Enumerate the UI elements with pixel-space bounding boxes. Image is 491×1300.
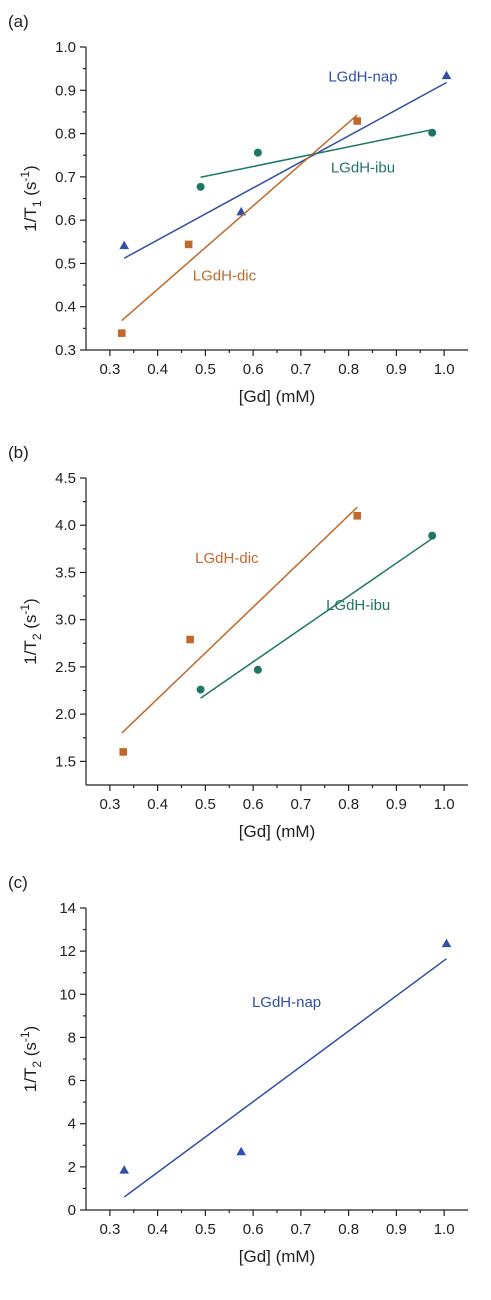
x-tick-label: 0.8 (338, 796, 359, 813)
x-tick-label: 0.3 (99, 796, 120, 813)
series-label: LGdH-nap (252, 994, 321, 1011)
y-tick-label: 0.3 (55, 342, 76, 359)
y-tick-label: 3.0 (55, 612, 76, 629)
y-tick-label: 3.5 (55, 564, 76, 581)
fit-line (121, 506, 358, 734)
x-tick-label: 0.3 (99, 361, 120, 378)
x-tick-label: 0.6 (243, 1221, 264, 1238)
series-label: LGdH-ibu (326, 597, 390, 614)
fit-line (123, 81, 447, 259)
y-tick-label: 12 (59, 943, 76, 960)
data-point-square (119, 748, 128, 756)
series-label: LGdH-nap (328, 69, 397, 86)
data-point-square (118, 329, 126, 337)
series-label: LGdH-dic (193, 268, 257, 285)
y-tick-label: 4 (68, 1116, 76, 1133)
y-tick-label: 0.7 (55, 169, 76, 186)
series-LGdH-dic: LGdH-dic (119, 506, 362, 756)
x-tick-label: 0.4 (147, 796, 168, 813)
fit-line (121, 114, 358, 322)
y-axis-label: 1/T2 (s-1) (18, 1026, 44, 1092)
data-point-triangle (441, 938, 452, 948)
y-tick-label: 0.6 (55, 212, 76, 229)
x-tick-label: 0.9 (386, 361, 407, 378)
x-axis-label: [Gd] (mM) (239, 387, 316, 406)
data-point-triangle (119, 1165, 129, 1174)
y-tick-label: 6 (68, 1073, 76, 1090)
y-tick-label: 1.0 (55, 39, 76, 56)
data-point-circle (253, 665, 262, 674)
series-LGdH-ibu: LGdH-ibu (196, 128, 437, 191)
x-tick-label: 0.4 (147, 1221, 168, 1238)
y-tick-label: 8 (68, 1029, 76, 1046)
series-label: LGdH-ibu (331, 160, 395, 177)
x-tick-label: 0.4 (147, 361, 168, 378)
data-point-triangle (441, 70, 452, 80)
x-tick-label: 0.6 (243, 796, 264, 813)
data-point-square (186, 635, 194, 644)
x-tick-label: 0.5 (195, 796, 216, 813)
y-tick-label: 4.0 (55, 517, 76, 534)
data-point-square (353, 511, 362, 520)
chart-panel-1: (a) 0.3 0.4 0.5 0.6 0.7 0.8 0.9 1.0 0.3 0.4 0.5 0.6 0… (8, 12, 468, 406)
y-tick-label: 0.4 (55, 299, 76, 316)
y-tick-label: 1.5 (55, 753, 76, 770)
y-tick-label: 0.9 (55, 82, 76, 99)
y-axis-label: 1/T2 (s-1) (18, 598, 44, 664)
x-tick-label: 1.0 (434, 1221, 455, 1238)
panel-label: (a) (8, 12, 29, 31)
chart-panel-3: (c) 0.3 0.4 0.5 0.6 0.7 0.8 0.9 1.0 0 2 4 6 8 10 12 14 [G… (8, 873, 468, 1266)
data-point-circle (196, 685, 205, 694)
data-point-triangle (119, 240, 129, 250)
y-tick-label: 0.8 (55, 126, 76, 143)
y-tick-label: 4.5 (55, 470, 76, 487)
x-tick-label: 0.5 (195, 1221, 216, 1238)
series-LGdH-ibu: LGdH-ibu (196, 531, 437, 699)
series-LGdH-dic: LGdH-dic (118, 114, 362, 337)
fit-line (123, 958, 447, 1198)
y-tick-label: 2.5 (55, 659, 76, 676)
panel-label: (b) (8, 443, 29, 462)
fit-line (200, 128, 433, 179)
x-tick-label: 1.0 (434, 361, 455, 378)
y-tick-label: 0 (68, 1202, 76, 1219)
x-tick-label: 0.7 (290, 796, 311, 813)
data-point-square (184, 240, 193, 249)
y-tick-label: 10 (59, 986, 76, 1003)
y-tick-label: 14 (59, 900, 76, 917)
x-tick-label: 1.0 (434, 796, 455, 813)
x-tick-label: 0.8 (338, 361, 359, 378)
y-tick-label: 2 (68, 1159, 76, 1176)
data-point-circle (428, 531, 437, 540)
x-tick-label: 0.8 (338, 1221, 359, 1238)
x-axis-label: [Gd] (mM) (239, 1247, 316, 1266)
series-LGdH-nap: LGdH-nap (119, 69, 452, 259)
x-tick-label: 0.9 (386, 796, 407, 813)
x-axis-label: [Gd] (mM) (239, 822, 316, 841)
fit-line (200, 537, 433, 699)
data-point-circle (196, 182, 205, 191)
x-tick-label: 0.3 (99, 1221, 120, 1238)
y-axis-label: 1/T1 (s-1) (18, 165, 44, 231)
series-label: LGdH-dic (195, 550, 259, 567)
data-point-square (353, 117, 362, 125)
y-tick-label: 2.0 (55, 706, 76, 723)
x-tick-label: 0.9 (386, 1221, 407, 1238)
x-tick-label: 0.7 (290, 361, 311, 378)
chart-panel-2: (b) 0.3 0.4 0.5 0.6 0.7 0.8 0.9 1.0 1.5 2.0 2.5 3.0 3… (8, 443, 468, 841)
x-tick-label: 0.5 (195, 361, 216, 378)
panel-label: (c) (8, 873, 28, 892)
x-tick-label: 0.6 (243, 361, 264, 378)
data-point-triangle (236, 1146, 246, 1156)
y-tick-label: 0.5 (55, 255, 76, 272)
data-point-circle (253, 148, 262, 157)
series-LGdH-nap: LGdH-nap (119, 938, 452, 1198)
x-tick-label: 0.7 (290, 1221, 311, 1238)
data-point-circle (428, 128, 437, 137)
